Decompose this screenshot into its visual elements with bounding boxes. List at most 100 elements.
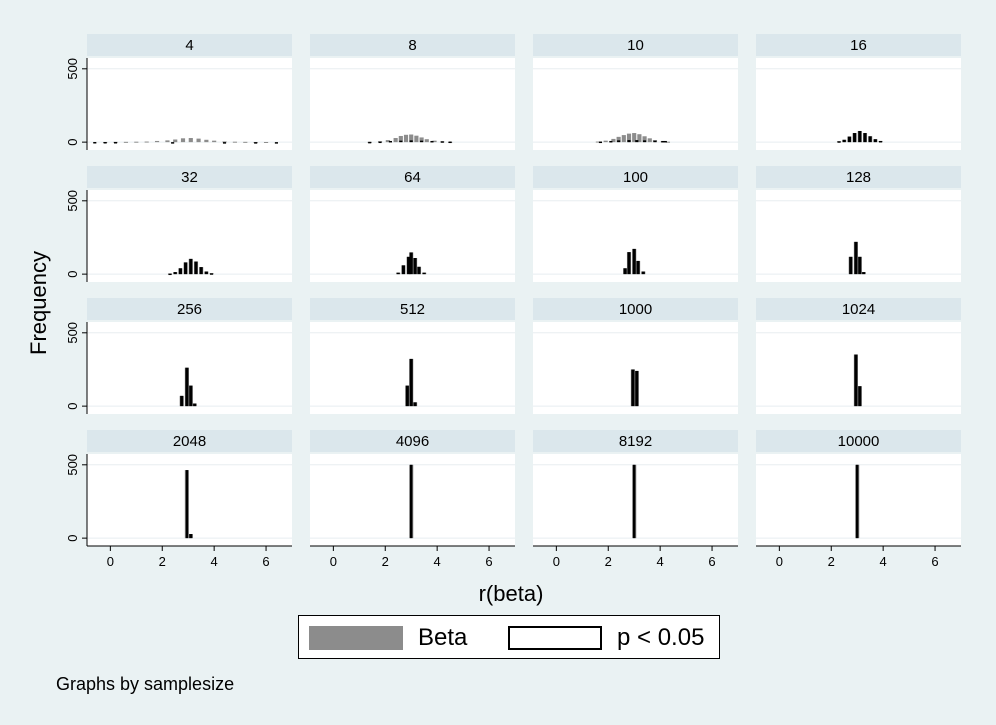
y-tick-label: 0 (65, 271, 80, 278)
panel-strip (310, 166, 515, 188)
sig-bar (409, 358, 413, 407)
panel-strip-label: 256 (177, 301, 202, 318)
sig-bar (868, 136, 872, 143)
panel-strip (533, 34, 738, 56)
x-tick-label: 0 (776, 554, 783, 569)
beta-bar (263, 141, 269, 143)
beta-bar (647, 138, 652, 143)
legend-key-sig (508, 626, 602, 650)
panel-strip-label: 4 (185, 37, 193, 54)
panel-1000: 1000 (533, 298, 738, 414)
beta-bar (611, 138, 616, 143)
sig-bar (113, 141, 118, 144)
sig-bar (653, 140, 657, 143)
sig-bar (617, 140, 621, 143)
panel-512: 512 (310, 298, 515, 414)
beta-bar (188, 138, 193, 143)
x-tick-label: 0 (330, 554, 337, 569)
sig-bar (609, 140, 613, 143)
sig-bar (598, 141, 603, 144)
sig-bar (636, 260, 640, 275)
sig-bar (632, 464, 636, 539)
y-tick-label: 500 (65, 454, 80, 476)
x-tick-label: 0 (107, 554, 114, 569)
sig-bar (388, 140, 392, 143)
panel-strip (756, 34, 961, 56)
beta-bar (603, 140, 608, 143)
sig-bar (854, 241, 858, 275)
sig-bar (193, 403, 197, 407)
beta-bar (632, 133, 637, 143)
panel-strip-label: 2048 (173, 433, 206, 450)
y-tick-label: 0 (65, 139, 80, 146)
sig-bar (194, 261, 198, 275)
sig-bar (873, 139, 877, 143)
panel-8: 8 (310, 34, 515, 150)
sig-bar (847, 136, 851, 143)
x-tick-label: 2 (382, 554, 389, 569)
beta-bar (243, 141, 248, 143)
panel-16: 16 (756, 34, 961, 150)
sig-bar (837, 141, 841, 143)
plot-region (87, 58, 292, 150)
panel-strip (756, 166, 961, 188)
sig-bar (635, 370, 639, 407)
beta-bar (385, 140, 390, 143)
sig-bar (879, 140, 883, 143)
sig-bar (93, 141, 97, 144)
beta-bar (123, 141, 128, 143)
panel-strip (87, 166, 292, 188)
x-tick-label: 6 (485, 554, 492, 569)
sig-bar (420, 140, 424, 143)
panel-4: 4 0 500 (65, 34, 292, 150)
sig-bar (199, 267, 203, 275)
sig-bar (858, 130, 862, 143)
sig-bar (635, 140, 639, 143)
panel-strip (533, 166, 738, 188)
panel-strip-label: 1000 (619, 301, 652, 318)
sig-bar (274, 142, 278, 144)
x-tick-label: 6 (262, 554, 269, 569)
sig-bar (409, 140, 413, 143)
sig-bar (399, 140, 403, 143)
sig-bar (430, 140, 434, 143)
sig-bar (185, 470, 189, 539)
panel-128: 128 (756, 166, 961, 282)
x-axis-title: r(beta) (479, 581, 544, 606)
beta-bar (154, 140, 160, 143)
panel-10000: 10000 0 2 4 6 (756, 430, 961, 569)
sig-bar (641, 271, 645, 275)
panel-strip (87, 34, 292, 56)
legend: Beta p < 0.05 (298, 615, 720, 659)
sig-bar (185, 367, 189, 407)
sig-bar (853, 133, 857, 143)
sig-bar (204, 271, 208, 275)
beta-bar (134, 141, 139, 143)
x-tick-label: 2 (828, 554, 835, 569)
sig-bar (842, 139, 846, 143)
x-tick-label: 4 (880, 554, 887, 569)
x-tick-label: 6 (931, 554, 938, 569)
y-tick-label: 500 (65, 190, 80, 212)
y-tick-label: 0 (65, 403, 80, 410)
panel-10: 10 (533, 34, 738, 150)
sig-bar (407, 256, 411, 275)
beta-bar (144, 141, 149, 143)
beta-bar (616, 136, 621, 143)
sig-bar (368, 141, 372, 144)
sig-bar (663, 140, 667, 143)
beta-bar (419, 137, 424, 143)
sig-bar (627, 140, 631, 143)
sig-bar (440, 141, 444, 143)
panel-strip-label: 100 (623, 169, 648, 186)
panel-strip (533, 298, 738, 320)
sig-bar (854, 354, 858, 407)
beta-bar (424, 139, 429, 143)
panel-strip (87, 430, 292, 452)
sig-bar (631, 369, 635, 407)
beta-bar (196, 138, 201, 143)
sig-bar (409, 252, 413, 275)
beta-bar (212, 140, 217, 143)
panel-32: 32 0 500 (65, 166, 292, 282)
legend-key-beta (309, 626, 403, 650)
